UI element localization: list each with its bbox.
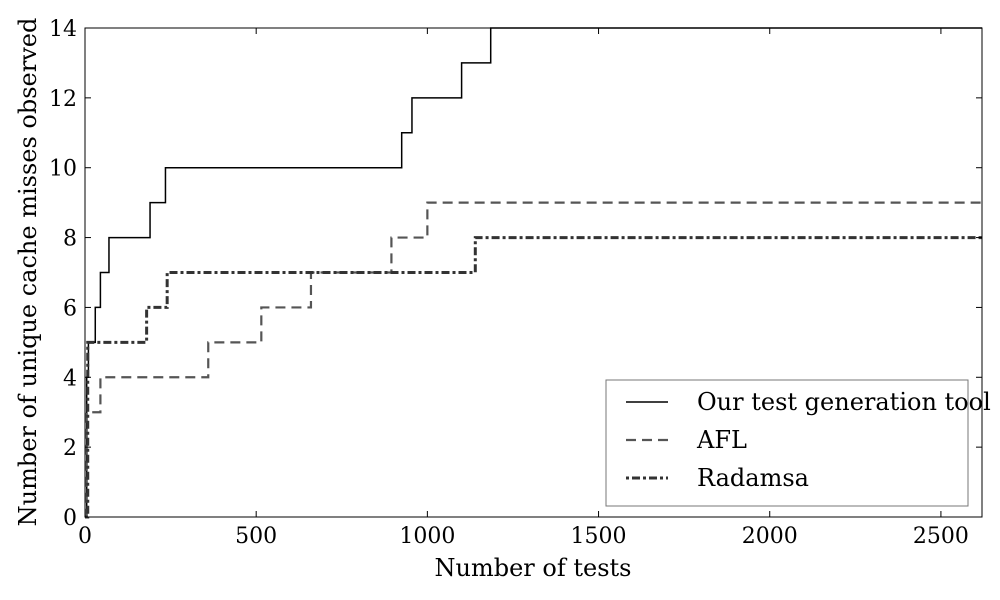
series-line-2 <box>85 236 982 519</box>
y-tick-label-6: 12 <box>49 87 77 112</box>
y-tick-label-4: 8 <box>63 227 77 252</box>
y-axis-label: Number of unique cache misses observed <box>14 18 42 527</box>
x-tick-label-4: 2000 <box>742 524 798 549</box>
legend: Our test generation tool AFL Radamsa <box>605 379 991 507</box>
x-tick-label-1: 500 <box>235 524 277 549</box>
x-tick-label-3: 1500 <box>571 524 627 549</box>
legend-label-2: Radamsa <box>697 464 809 492</box>
x-tick-label-5: 2500 <box>913 524 969 549</box>
y-tick-label-7: 14 <box>49 17 77 42</box>
legend-label-1: AFL <box>696 426 747 454</box>
plot-frame <box>84 27 983 518</box>
legend-box <box>605 379 969 507</box>
y-tick-label-1: 2 <box>63 436 77 461</box>
y-tick-label-5: 10 <box>49 157 77 182</box>
x-axis-label: Number of tests <box>435 554 632 582</box>
x-tick-label-0: 0 <box>78 524 92 549</box>
series-line-1 <box>85 201 982 519</box>
series-layer <box>85 27 982 519</box>
x-tick-label-2: 1000 <box>399 524 455 549</box>
ticks-layer: 0 500 1000 1500 2000 2500 0 2 4 6 8 10 12 14 <box>49 17 982 549</box>
y-tick-label-0: 0 <box>63 506 77 531</box>
y-tick-label-3: 6 <box>63 296 77 321</box>
y-tick-label-2: 4 <box>63 366 77 391</box>
legend-label-0: Our test generation tool <box>697 388 991 416</box>
